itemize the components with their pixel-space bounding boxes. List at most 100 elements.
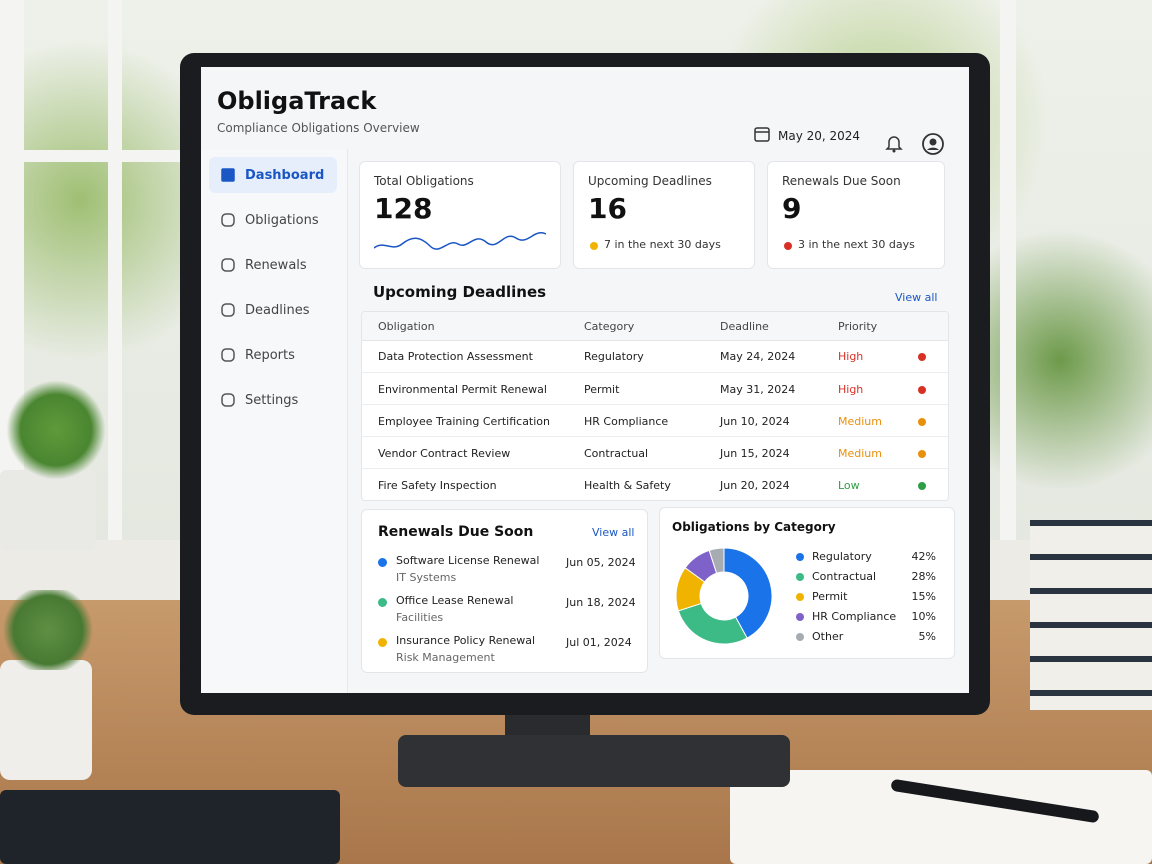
chart-title: Obligations by Category	[672, 520, 836, 534]
legend-label: Other	[812, 630, 844, 643]
renewals-card: Renewals Due Soon View all Software Licens…	[361, 509, 648, 673]
legend-swatch	[796, 573, 804, 581]
renewal-date: Jun 05, 2024	[566, 556, 636, 569]
notebook	[0, 790, 340, 864]
deadlines-table: Obligation Category Deadline Priority Data P…	[361, 311, 949, 501]
notifications-button[interactable]	[885, 133, 903, 153]
table-cell: Employee Training Certification	[378, 415, 551, 428]
nav-item[interactable]: Dashboard	[209, 157, 337, 193]
nav-icon-shape	[221, 348, 235, 362]
table-cell: Data Protection Assessment	[378, 350, 533, 363]
legend-label: HR Compliance	[812, 610, 897, 623]
legend-label: Regulatory	[812, 550, 872, 563]
priority-dot	[918, 353, 926, 361]
stat-card: Upcoming Deadlines 16 7 in the next 30 day…	[573, 161, 755, 269]
priority-dot	[918, 482, 926, 490]
stat-value: 128	[374, 192, 433, 225]
nav-label: Deadlines	[245, 303, 310, 318]
column-header: Category	[584, 320, 635, 333]
percent-label: 42%	[911, 550, 936, 563]
table-cell: Low	[838, 479, 860, 492]
percent-label: 15%	[911, 590, 936, 603]
priority-dot	[918, 450, 926, 458]
table-row[interactable]: Data Protection Assessment Regulatory May …	[362, 340, 948, 372]
donut-chart	[675, 547, 773, 645]
table-cell: Regulatory	[584, 350, 644, 363]
legend-label: Contractual	[812, 570, 877, 583]
stat-value: 16	[588, 192, 627, 225]
table-cell: May 24, 2024	[720, 350, 796, 363]
nav-icon-shape	[221, 168, 235, 182]
table-cell: Permit	[584, 383, 620, 396]
stat-card: Renewals Due Soon 9 3 in the next 30 days	[767, 161, 945, 269]
calendar-icon	[754, 127, 770, 142]
table-cell: Medium	[838, 415, 882, 428]
priority-dot	[918, 418, 926, 426]
renewal-name: Insurance Policy Renewal	[396, 634, 536, 647]
percent-label: 5%	[918, 630, 936, 643]
nav-icon	[221, 348, 235, 362]
table-cell: May 31, 2024	[720, 383, 796, 396]
table-cell: Jun 10, 2024	[720, 415, 790, 428]
table-cell: Health & Safety	[584, 479, 671, 492]
renewal-dot	[378, 558, 387, 567]
nav-item[interactable]: Deadlines	[209, 292, 337, 328]
nav-icon-shape	[221, 258, 235, 272]
app-subtitle: Compliance Obligations Overview	[217, 121, 420, 135]
nav-item[interactable]: Renewals	[209, 247, 337, 283]
table-cell: Medium	[838, 447, 882, 460]
table-cell: Environmental Permit Renewal	[378, 383, 547, 396]
stat-value: 9	[782, 192, 802, 225]
table-cell: HR Compliance	[584, 415, 669, 428]
stat-label: Renewals Due Soon	[782, 174, 901, 188]
table-cell: Contractual	[584, 447, 649, 460]
view-all-link[interactable]: View all	[592, 526, 635, 539]
app-title: ObligaTrack	[217, 87, 377, 115]
sparkline	[374, 232, 546, 250]
table-cell: Fire Safety Inspection	[378, 479, 497, 492]
table-row[interactable]: Environmental Permit Renewal Permit May 31…	[362, 372, 948, 405]
profile-button[interactable]	[921, 132, 945, 156]
stat-note: 3 in the next 30 days	[798, 238, 915, 251]
nav-icon-shape	[221, 213, 235, 227]
nav-item[interactable]: Obligations	[209, 202, 337, 238]
nav-icon	[221, 258, 235, 272]
table-cell: High	[838, 383, 864, 396]
status-dot	[784, 242, 792, 250]
category-card: Obligations by Category Regulatory 42% Cont…	[659, 507, 955, 659]
percent-label: 10%	[911, 610, 936, 623]
nav-label: Reports	[245, 348, 295, 363]
stat-note: 7 in the next 30 days	[604, 238, 721, 251]
legend-swatch	[796, 553, 804, 561]
nav-label: Dashboard	[245, 168, 325, 183]
renewal-name: Office Lease Renewal	[396, 594, 514, 607]
table-row[interactable]: Vendor Contract Review Contractual Jun 15,…	[362, 436, 948, 469]
table-row[interactable]: Employee Training Certification HR Compli…	[362, 404, 948, 437]
nav-icon	[221, 393, 235, 407]
percent-label: 28%	[911, 570, 936, 583]
nav-item[interactable]: Reports	[209, 337, 337, 373]
succulent-pot	[0, 660, 92, 780]
column-header: Priority	[838, 320, 878, 333]
plant	[6, 380, 106, 480]
view-all-link[interactable]: View all	[895, 291, 938, 304]
window-frame	[1000, 0, 1016, 540]
donut-segment	[708, 547, 725, 574]
sparkline-path	[374, 232, 546, 250]
nav-item[interactable]: Settings	[209, 382, 337, 418]
section-title: Upcoming Deadlines	[373, 283, 547, 301]
monitor-base	[398, 735, 790, 787]
donut-segment	[723, 547, 773, 639]
succulent	[0, 590, 96, 670]
status-dot	[590, 242, 598, 250]
legend-swatch	[796, 613, 804, 621]
legend-swatch	[796, 633, 804, 641]
table-row[interactable]: Fire Safety Inspection Health & Safety Jun…	[362, 468, 948, 500]
card-title: Renewals Due Soon	[378, 524, 534, 540]
table-cell: Jun 20, 2024	[720, 479, 790, 492]
sidebar	[201, 149, 348, 693]
nav-icon-shape	[221, 303, 235, 317]
nav-label: Obligations	[245, 213, 319, 228]
nav-icon	[221, 213, 235, 227]
